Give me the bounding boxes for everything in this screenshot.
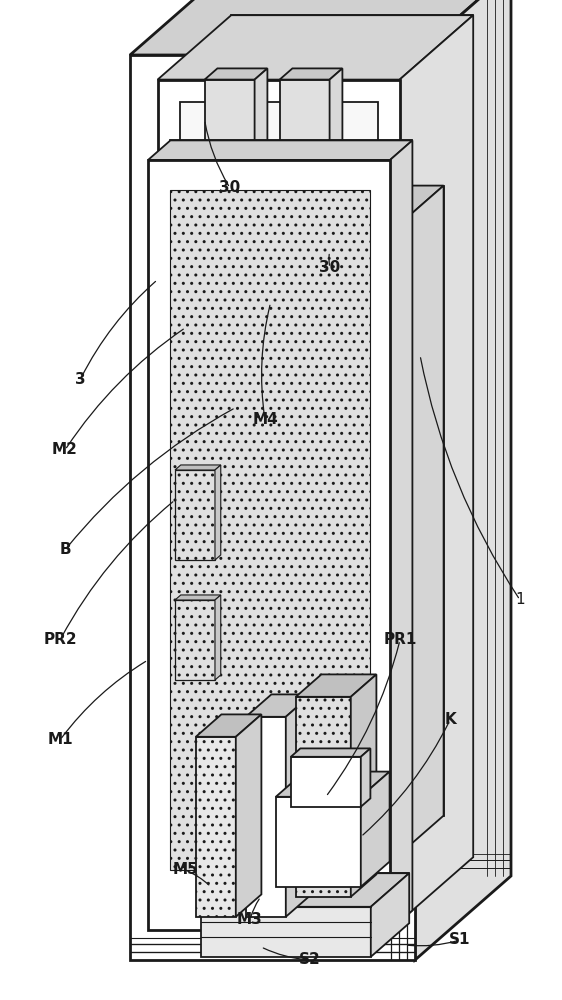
Polygon shape [296, 697, 351, 897]
Polygon shape [234, 186, 443, 816]
Polygon shape [175, 465, 221, 470]
Polygon shape [226, 0, 511, 876]
Text: 30: 30 [319, 260, 341, 275]
Polygon shape [280, 68, 342, 80]
Polygon shape [185, 186, 443, 228]
Polygon shape [185, 228, 396, 858]
Polygon shape [170, 140, 413, 910]
Polygon shape [201, 907, 371, 957]
Polygon shape [329, 68, 342, 272]
Text: M5: M5 [172, 862, 198, 878]
Text: M2: M2 [52, 442, 78, 458]
Text: PR1: PR1 [383, 633, 416, 648]
Text: M4: M4 [252, 412, 278, 428]
Polygon shape [148, 140, 413, 160]
Polygon shape [246, 717, 286, 917]
Polygon shape [211, 256, 384, 263]
Polygon shape [375, 256, 384, 808]
Polygon shape [276, 772, 389, 797]
Polygon shape [196, 737, 236, 917]
Polygon shape [170, 190, 370, 870]
Polygon shape [215, 465, 221, 560]
Polygon shape [351, 674, 377, 897]
Polygon shape [235, 302, 362, 308]
Polygon shape [231, 15, 473, 857]
Polygon shape [201, 873, 409, 907]
Text: M3: M3 [237, 912, 263, 928]
Polygon shape [130, 55, 415, 960]
Polygon shape [396, 186, 443, 858]
Polygon shape [276, 797, 361, 887]
Polygon shape [291, 748, 370, 757]
Polygon shape [356, 302, 362, 768]
Polygon shape [255, 182, 280, 202]
Polygon shape [130, 0, 511, 55]
Text: PR2: PR2 [43, 633, 77, 648]
Polygon shape [175, 470, 215, 560]
Polygon shape [390, 140, 413, 930]
Polygon shape [157, 80, 400, 922]
Polygon shape [280, 80, 329, 272]
Text: 1: 1 [515, 592, 525, 607]
Polygon shape [361, 772, 389, 887]
Text: 3: 3 [75, 372, 85, 387]
Polygon shape [148, 160, 390, 930]
Polygon shape [239, 873, 409, 923]
Text: B: B [59, 542, 71, 558]
Polygon shape [157, 15, 473, 80]
Polygon shape [180, 102, 378, 900]
Text: 30: 30 [219, 180, 241, 196]
Polygon shape [211, 263, 375, 808]
Text: M1: M1 [47, 732, 73, 748]
Polygon shape [361, 748, 370, 807]
Polygon shape [196, 714, 261, 737]
Polygon shape [296, 674, 377, 697]
Text: S1: S1 [449, 932, 471, 948]
Polygon shape [235, 308, 356, 768]
Polygon shape [205, 68, 268, 80]
Polygon shape [286, 694, 311, 917]
Polygon shape [215, 595, 221, 680]
Polygon shape [400, 15, 473, 922]
Polygon shape [255, 68, 268, 202]
Polygon shape [246, 694, 311, 717]
Polygon shape [175, 600, 215, 680]
Polygon shape [371, 873, 409, 957]
Polygon shape [291, 757, 361, 807]
Polygon shape [205, 80, 255, 202]
Polygon shape [236, 714, 261, 917]
Polygon shape [175, 595, 221, 600]
Text: S2: S2 [299, 952, 321, 968]
Text: K: K [444, 712, 456, 728]
Polygon shape [255, 170, 292, 182]
Polygon shape [415, 0, 511, 960]
